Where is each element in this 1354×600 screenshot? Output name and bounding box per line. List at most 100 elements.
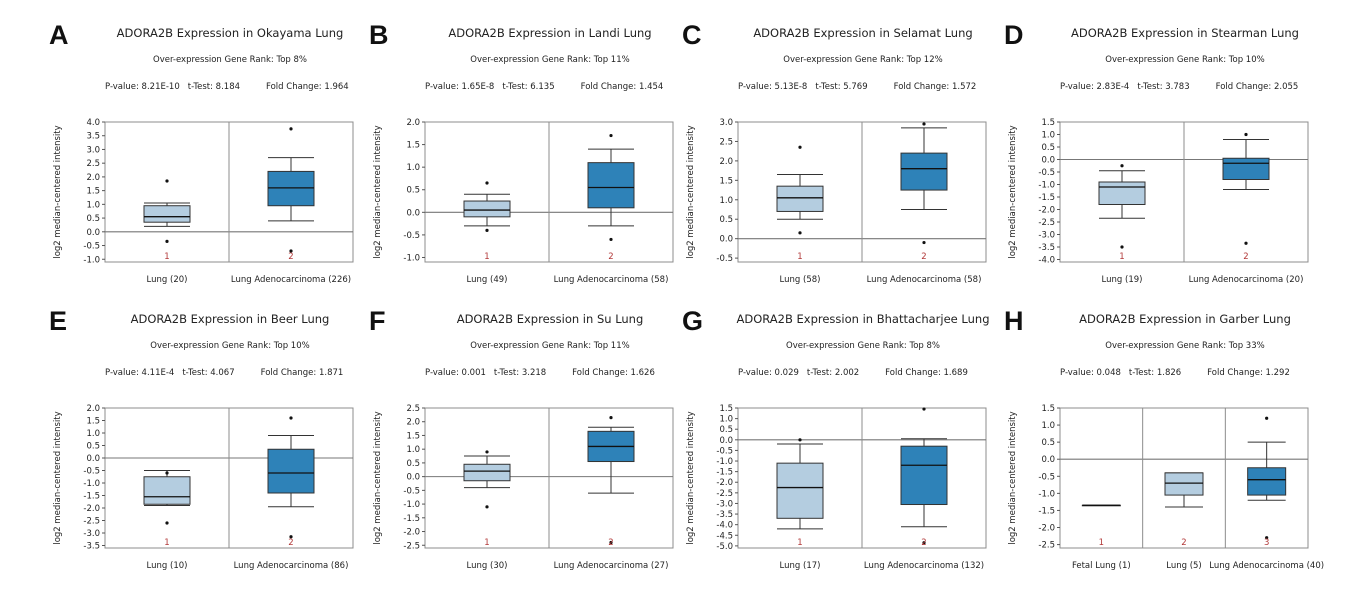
y-tick-label: -2.5	[716, 489, 733, 499]
y-tick-label: -4.5	[716, 531, 733, 541]
outlier-point	[609, 237, 613, 242]
iqr-box	[1098, 181, 1146, 205]
iqr-box	[267, 448, 315, 494]
y-tick-label: -0.5	[716, 254, 733, 264]
y-tick-label: -1.0	[83, 479, 100, 489]
outlier-point	[165, 179, 169, 183]
outlier-point	[165, 239, 169, 244]
group-index-label: 2	[1181, 538, 1186, 548]
gene-rank-label: Over-expression Gene Rank: Top 8%	[786, 341, 940, 351]
y-tick-label: -2.0	[716, 478, 733, 488]
group-index-label: 2	[608, 252, 613, 262]
stats-line: P-value: 0.029 t-Test: 2.002 Fold Change: …	[738, 368, 986, 378]
group-index-label: 1	[1119, 252, 1124, 262]
y-tick-label: -1.5	[1038, 506, 1055, 516]
y-axis-label: log2 median-centered intensity	[686, 125, 696, 258]
outlier-point	[289, 416, 293, 420]
y-tick-label: 1.0	[719, 196, 733, 206]
x-category-label: Lung Adenocarcinoma (40)	[1209, 561, 1324, 571]
iqr-box	[1222, 157, 1270, 180]
y-tick-label: 2.0	[406, 418, 420, 428]
panel-letter: F	[369, 306, 386, 336]
y-axis-label: log2 median-centered intensity	[53, 411, 63, 544]
y-axis-label: log2 median-centered intensity	[53, 125, 63, 258]
t-test-label: t-Test: 3.783	[1137, 82, 1190, 92]
stats-line: P-value: 0.048 t-Test: 1.826 Fold Change: …	[1060, 368, 1308, 378]
iqr-box	[587, 162, 635, 209]
y-axis-label: log2 median-centered intensity	[1008, 125, 1018, 258]
x-category-label: Lung (5)	[1166, 561, 1202, 571]
y-tick-label: -5.0	[716, 542, 733, 552]
y-tick-label: 2.0	[719, 157, 733, 167]
box-plot: 1.51.00.50.0-0.5-1.0-1.5-2.0-2.5-3.0-3.5…	[686, 404, 987, 571]
y-axis-label: log2 median-centered intensity	[373, 125, 383, 258]
fold-change-label: Fold Change: 1.292	[1207, 368, 1290, 378]
y-tick-label: 1.0	[406, 445, 420, 455]
outlier-point	[485, 450, 489, 454]
t-test-label: t-Test: 5.769	[815, 82, 868, 92]
y-tick-label: 1.5	[719, 404, 733, 414]
chart-title: ADORA2B Expression in Stearman Lung	[1071, 26, 1299, 40]
outlier-point	[798, 438, 802, 442]
group-index-label: 2	[921, 252, 926, 262]
x-category-label: Lung Adenocarcinoma (226)	[231, 275, 351, 285]
chart-panel-f: F ADORA2B Expression in Su Lung Over-expre…	[355, 306, 693, 600]
x-category-label: Lung (49)	[467, 275, 508, 285]
y-tick-label: 0.5	[1041, 143, 1055, 153]
t-test-label: t-Test: 8.184	[187, 82, 241, 92]
stats-line: P-value: 4.11E-4 t-Test: 4.067 Fold Change…	[105, 368, 353, 378]
y-tick-label: 3.0	[719, 118, 733, 128]
y-tick-label: -1.0	[83, 255, 100, 265]
y-tick-label: 1.5	[719, 176, 733, 186]
group-index-label: 1	[164, 252, 169, 262]
y-tick-label: 0.5	[86, 442, 100, 452]
gene-rank-label: Over-expression Gene Rank: Top 10%	[1105, 55, 1265, 65]
group-index-label: 3	[1264, 538, 1269, 548]
outlier-point	[922, 407, 926, 411]
iqr-box	[776, 185, 824, 212]
y-tick-label: -4.0	[1038, 256, 1055, 266]
iqr-box	[900, 152, 948, 191]
gene-rank-label: Over-expression Gene Rank: Top 11%	[470, 55, 630, 65]
iqr-box	[1164, 472, 1204, 496]
outlier-point	[1120, 164, 1124, 168]
iqr-box	[267, 170, 315, 207]
x-category-label: Lung (10)	[147, 561, 188, 571]
panel-letter: E	[49, 306, 68, 336]
t-test-label: t-Test: 1.826	[1128, 368, 1182, 378]
panel-letter: A	[49, 20, 69, 50]
y-tick-label: -2.5	[403, 541, 420, 551]
group-index-label: 2	[1243, 252, 1248, 262]
gene-rank-label: Over-expression Gene Rank: Top 33%	[1105, 341, 1265, 351]
outlier-point	[922, 122, 926, 126]
group-index-label: 2	[288, 538, 293, 548]
fold-change-label: Fold Change: 1.572	[893, 82, 977, 92]
y-tick-label: -0.5	[403, 486, 420, 496]
y-tick-label: 2.0	[406, 118, 420, 128]
x-category-label: Lung (20)	[147, 275, 188, 285]
y-tick-label: 1.0	[1041, 131, 1055, 141]
y-tick-label: -1.0	[1038, 181, 1055, 191]
iqr-box	[776, 462, 824, 519]
chart-panel-h: H ADORA2B Expression in Garber Lung Over-e…	[990, 306, 1328, 600]
y-tick-label: 0.5	[1041, 438, 1055, 448]
fold-change-label: Fold Change: 1.689	[885, 368, 968, 378]
p-value-label: P-value: 8.21E-10	[105, 82, 180, 92]
outlier-point	[922, 541, 926, 545]
p-value-label: P-value: 5.13E-8	[738, 82, 808, 92]
x-category-label: Lung Adenocarcinoma (20)	[1189, 275, 1304, 285]
y-tick-label: 0.0	[719, 436, 733, 446]
box-plot: 4.0 3.5 3.0 2.5 2.0 1.5 1.0 0.5 0.0 -0.5 -1.0 log2 …	[53, 118, 354, 285]
y-tick-label: -3.0	[716, 499, 733, 509]
iqr-box	[463, 463, 511, 482]
p-value-label: P-value: 0.029	[738, 368, 799, 378]
y-tick-label: -4.0	[716, 521, 733, 531]
box-plot: 3.0 2.5 2.0 1.5 1.0 0.5 0.0 -0.5 log2 median-cen…	[686, 118, 987, 285]
chart-panel-e: E ADORA2B Expression in Beer Lung Over-exp…	[35, 306, 373, 600]
chart-panel-d: D ADORA2B Expression in Stearman Lung Over…	[990, 20, 1328, 314]
fold-change-label: Fold Change: 1.626	[572, 368, 655, 378]
y-tick-label: -1.0	[1038, 489, 1055, 499]
y-tick-label: -1.5	[1038, 193, 1055, 203]
fold-change-label: Fold Change: 1.964	[266, 82, 349, 92]
outlier-point	[798, 231, 802, 235]
